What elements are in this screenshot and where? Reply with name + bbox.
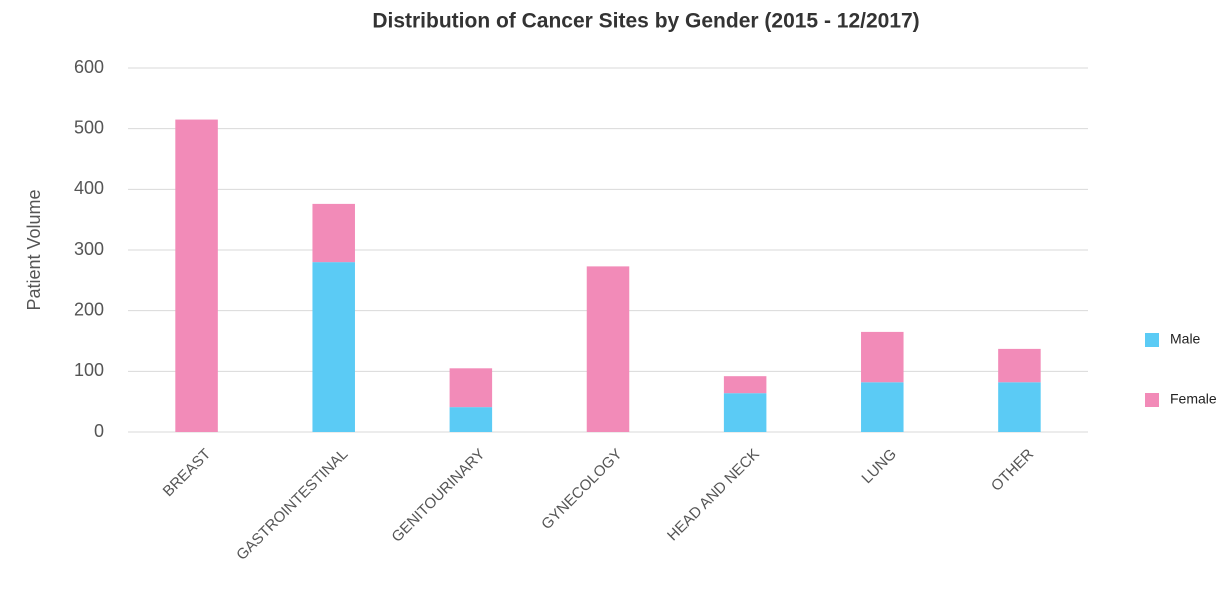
bar-segment bbox=[312, 262, 355, 432]
x-tick-label: LUNG bbox=[858, 446, 899, 487]
bar-segment bbox=[449, 407, 493, 432]
y-axis-label: Patient Volume bbox=[24, 189, 44, 310]
y-tick-label: 100 bbox=[74, 360, 104, 380]
y-tick-label: 300 bbox=[74, 239, 104, 259]
bar-segment bbox=[861, 382, 904, 432]
legend-label: Female bbox=[1170, 391, 1217, 407]
bar-segment bbox=[449, 368, 493, 408]
x-tick-label: GASTROINTESTINAL bbox=[233, 446, 351, 564]
y-tick-label: 600 bbox=[74, 57, 104, 77]
x-tick-label: HEAD AND NECK bbox=[664, 446, 763, 545]
legend-swatch bbox=[1145, 393, 1159, 407]
x-tick-label: BREAST bbox=[160, 446, 214, 500]
y-tick-label: 0 bbox=[94, 421, 104, 441]
chart-title: Distribution of Cancer Sites by Gender (… bbox=[372, 10, 919, 33]
x-tick-label: GENITOURINARY bbox=[388, 446, 488, 546]
bar-segment bbox=[998, 382, 1041, 432]
legend-label: Male bbox=[1170, 331, 1201, 347]
bar-segment bbox=[723, 393, 767, 432]
legend-swatch bbox=[1145, 333, 1159, 347]
x-tick-label: GYNECOLOGY bbox=[538, 446, 625, 533]
x-tick-label: OTHER bbox=[988, 445, 1037, 494]
bar-segment bbox=[586, 266, 630, 432]
bar-segment bbox=[175, 119, 218, 433]
bar-segment bbox=[861, 331, 904, 383]
bar-segment bbox=[723, 376, 767, 394]
y-tick-label: 200 bbox=[74, 299, 104, 319]
y-tick-label: 400 bbox=[74, 178, 104, 198]
y-tick-label: 500 bbox=[74, 117, 104, 137]
bar-segment bbox=[998, 348, 1041, 383]
bar-segment bbox=[312, 203, 355, 263]
